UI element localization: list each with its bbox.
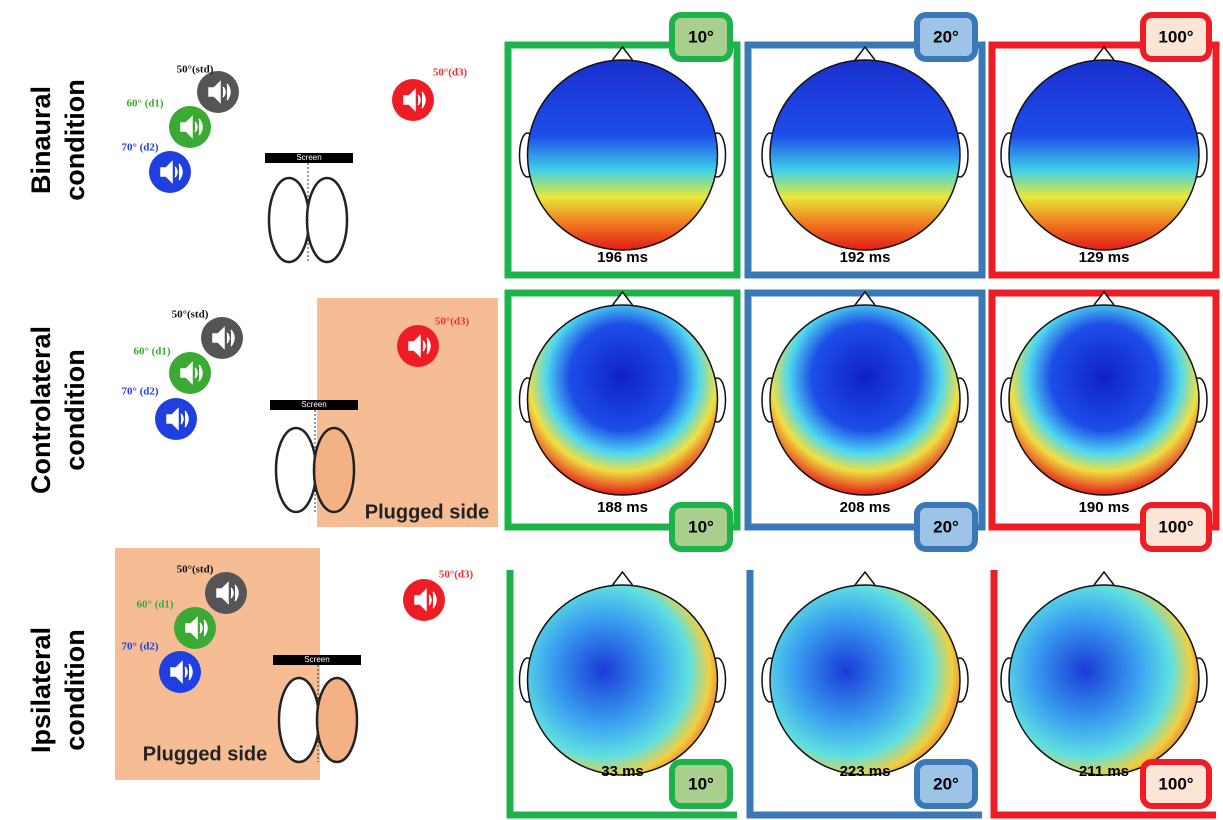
nose [611,45,634,61]
row-label: Controlateral condition [26,326,90,494]
angle-label: 100° [1158,517,1193,536]
topomap [769,584,961,776]
latency-label: 196 ms [597,249,648,266]
nose [854,45,876,61]
map-frame [506,570,737,819]
angle-tag [914,759,978,809]
latency-label: 223 ms [840,763,891,780]
row-label-line: condition [60,79,90,200]
topomap [1008,584,1200,776]
nose [611,290,634,306]
screen-bar [273,655,361,665]
angle-tag [914,502,978,552]
angle-label: 20° [933,27,959,46]
speaker-label: 70° (d2) [121,641,158,653]
topomap [526,584,719,776]
latency-label: 190 ms [1079,499,1130,516]
latency-label: 129 ms [1079,249,1130,266]
speaker-glyph [403,88,426,112]
topomap [769,59,961,251]
speaker-label: 50°(std) [177,564,214,576]
screen-bar [270,400,358,410]
angle-tag [1140,759,1212,809]
topomap [1008,59,1200,251]
screen-label: Screen [301,400,326,409]
speaker-glyph [160,160,183,184]
row-label: Binaural condition [26,79,90,200]
screen-bar [265,153,353,163]
nose [854,290,876,306]
angle-label: 20° [933,774,959,793]
angle-tag [914,12,978,62]
speaker-glyph [180,361,203,385]
row-label-line: condition [60,629,90,750]
angle-label: 10° [688,774,714,793]
latency-label: 211 ms [1079,763,1129,780]
brain-right [315,676,359,764]
nose [611,570,634,586]
plugged-label: Plugged side [143,743,267,765]
latency-label: 188 ms [597,499,648,516]
speaker-label: 60° (d1) [133,346,170,358]
angle-label: 100° [1158,774,1193,793]
topomap [526,59,719,251]
speaker-glyph [208,80,231,104]
speaker-glyph [414,588,437,612]
brain-left [277,676,321,764]
speaker-glyph [166,407,189,431]
speaker-label: 50°(std) [177,64,214,76]
angle-tag [669,502,733,552]
row-label-line: condition [60,349,90,470]
speaker-label: 60° (d1) [126,98,163,110]
map-frame [744,41,986,279]
row-label-line: Binaural [26,86,56,194]
angle-label: 10° [688,517,714,536]
speaker-label: 50°(d3) [433,67,468,79]
latency-label: 192 ms [840,249,891,266]
speaker-label: 60° (d1) [136,599,173,611]
speaker-glyph [216,581,239,605]
angle-tag [669,759,733,809]
speaker-label: 70° (d2) [121,386,158,398]
row-label: Ipsilateral condition [26,627,90,753]
angle-label: 100° [1158,27,1193,46]
speaker-glyph [170,660,193,684]
latency-label: 208 ms [840,499,891,516]
topomap [769,304,961,496]
brain-right [305,176,349,264]
nose [1093,290,1115,306]
screen-label: Screen [296,153,321,162]
brain-right [312,426,356,514]
latency-label: 33 ms [601,763,644,780]
brain-left [274,426,318,514]
nose [1093,45,1115,61]
plugged-label: Plugged side [365,501,489,523]
topomap [1008,304,1200,496]
map-frame [504,41,741,279]
speaker-glyph [180,115,203,139]
angle-label: 20° [933,517,959,536]
row-label-line: Ipsilateral [26,627,56,753]
speaker-label: 50°(d3) [439,569,474,581]
speaker-label: 70° (d2) [121,142,158,154]
map-frame [990,570,1216,819]
speaker-label: 50°(d3) [435,316,470,328]
angle-tag [669,12,733,62]
speaker-glyph [408,334,431,358]
screen-label: Screen [304,655,329,664]
brain-left [267,176,311,264]
map-frame [988,41,1220,279]
angle-label: 10° [688,27,714,46]
angle-tag [1140,12,1212,62]
row-label-line: Controlateral [26,326,56,494]
angle-tag [1140,502,1212,552]
speaker-glyph [185,616,208,640]
nose [1093,570,1115,586]
speaker-label: 50°(std) [172,309,209,321]
map-frame [746,570,982,819]
speaker-glyph [212,326,235,350]
topomap [526,304,719,496]
nose [854,570,876,586]
